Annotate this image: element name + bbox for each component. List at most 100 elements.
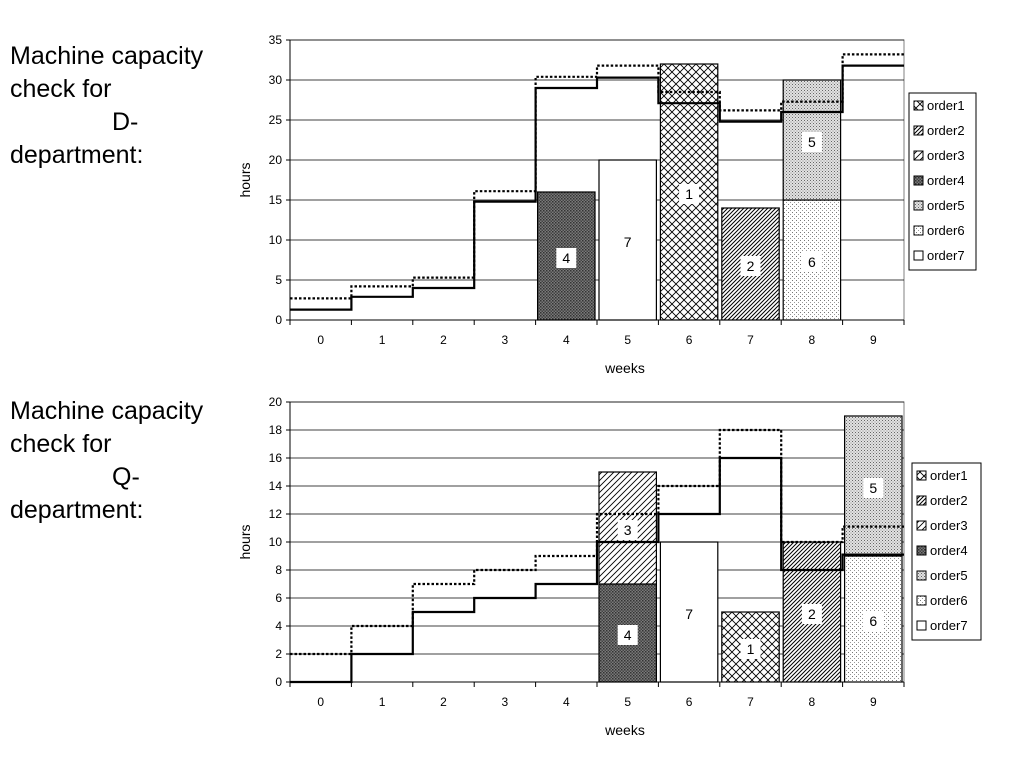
bar-label-bg [617,625,638,645]
x-tick-label: 6 [686,333,693,347]
legend-label: order1 [927,98,965,113]
title-line: check for [10,75,112,103]
legend-label: order7 [927,248,965,263]
y-tick-label: 35 [269,33,283,47]
legend-swatch-order2 [913,125,924,136]
x-tick-label: 9 [870,333,877,347]
legend-swatch-order2 [916,495,927,506]
bar-label-bg [801,252,822,272]
title-line: check for [10,430,112,458]
x-tick-label: 0 [317,695,324,709]
legend-label: order2 [927,123,965,138]
x-tick-label: 4 [563,333,570,347]
bar-label-bg [740,639,761,659]
y-tick-label: 15 [269,193,283,207]
legend-label: order5 [927,198,965,213]
title-line: D- [112,108,139,136]
legend-label: order6 [930,593,968,608]
bar-label-bg [801,604,822,624]
x-tick-label: 5 [624,695,631,709]
x-tick-label: 8 [809,333,816,347]
y-tick-label: 8 [275,563,282,577]
legend-swatch-order7 [916,620,927,631]
bar-label-bg [679,184,700,204]
legend-label: order1 [930,468,968,483]
bar-label: 3 [624,522,632,538]
bar-label-bg [617,520,638,540]
y-tick-label: 10 [269,233,283,247]
solid-step-line [290,64,904,311]
bar-label: 5 [869,480,877,496]
bar-label: 7 [624,234,632,250]
bar-label: 7 [685,606,693,622]
y-tick-label: 30 [269,73,283,87]
y-tick-label: 20 [269,395,283,409]
y-tick-label: 5 [275,273,282,287]
panel-title-d: Machine capacity check for D- department… [10,40,240,172]
y-tick-label: 2 [275,647,282,661]
x-tick-label: 6 [686,695,693,709]
bar-label-bg [863,611,884,631]
x-tick-label: 1 [379,695,386,709]
legend-swatch-order5 [916,570,927,581]
solid-step-line [290,456,904,684]
legend-label: order2 [930,493,968,508]
x-tick-label: 2 [440,695,447,709]
x-tick-label: 1 [379,333,386,347]
title-line: Machine capacity [10,42,204,70]
y-tick-label: 4 [275,619,282,633]
y-tick-label: 6 [275,591,282,605]
dotted-step-line [290,53,904,300]
bar-label: 2 [747,258,755,274]
y-tick-label: 0 [275,313,282,327]
bar-label-bg [679,604,700,624]
title-line: department: [10,141,144,169]
legend-label: order6 [927,223,965,238]
legend-swatch-order4 [916,545,927,556]
bar-label: 1 [747,641,755,657]
bar-label: 6 [808,254,816,270]
legend-label: order4 [927,173,965,188]
legend-swatch-order4 [913,175,924,186]
legend-label: order3 [927,148,965,163]
legend-swatch-order3 [916,520,927,531]
x-tick-label: 2 [440,333,447,347]
bar-label-bg [617,232,638,252]
bar-label: 5 [808,134,816,150]
legend-label: order5 [930,568,968,583]
chart-d-department: 0 5 10 15 20 25 30 35 0 1 2 3 4 5 6 7 8 9 weeks hours 4 7 1 2 6 5… [237,33,977,376]
legend-swatch-order1 [913,100,924,111]
legend-swatch-order6 [913,225,924,236]
y-tick-label: 12 [269,507,283,521]
y-axis-title: hours [237,524,253,559]
bar-label-bg [801,132,822,152]
x-tick-label: 9 [870,695,877,709]
bar-label: 2 [808,606,816,622]
legend-swatch-order7 [913,250,924,261]
legend-swatch-order5 [913,200,924,211]
y-tick-label: 18 [269,423,283,437]
y-tick-label: 0 [275,675,282,689]
x-tick-label: 0 [317,333,324,347]
x-tick-label: 8 [809,695,816,709]
legend-swatch-order3 [913,150,924,161]
title-line: Machine capacity [10,397,204,425]
bar-label: 1 [685,186,693,202]
x-tick-label: 7 [747,695,754,709]
y-tick-label: 14 [269,479,283,493]
bar-label-bg [556,248,577,268]
bar-label: 6 [869,613,877,629]
y-axis-title: hours [237,162,253,197]
legend-label: order3 [930,518,968,533]
x-axis-title: weeks [604,722,645,738]
panel-title-q: Machine capacity check for Q- department… [10,395,240,527]
bar-segment-order4 [536,191,596,321]
x-tick-label: 4 [563,695,570,709]
title-line: Q- [112,463,140,491]
x-tick-label: 3 [502,695,509,709]
bar-label-bg [863,478,884,498]
y-tick-label: 25 [269,113,283,127]
x-tick-label: 5 [624,333,631,347]
